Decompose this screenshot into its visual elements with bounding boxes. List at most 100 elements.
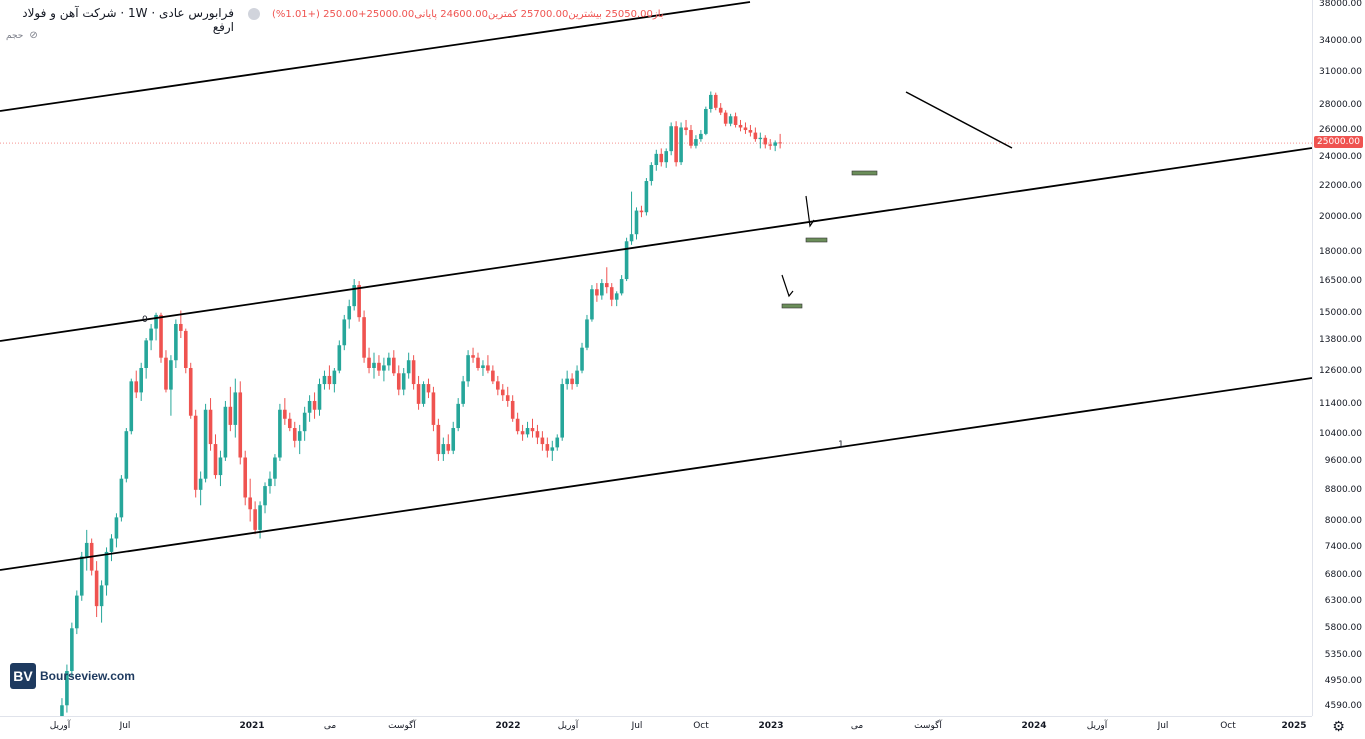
candle-body [114, 517, 119, 539]
price-tick: 34000.00 [1319, 35, 1362, 46]
price-tick: 12600.00 [1319, 365, 1362, 376]
candle-body [426, 384, 431, 393]
candle-body [218, 457, 223, 476]
candle-body [367, 357, 371, 368]
bv-logo-icon: BV [10, 663, 36, 689]
candle-body [778, 142, 782, 144]
price-tick: 7400.00 [1324, 542, 1362, 553]
candle-body [159, 314, 163, 358]
candle-body [213, 444, 218, 476]
candle-body [94, 570, 99, 607]
time-tick: 2024 [1021, 721, 1047, 731]
candle-body [629, 234, 634, 242]
candle-body [649, 165, 654, 182]
candle-body [743, 127, 748, 131]
candle-body [664, 151, 669, 163]
settings-gear-icon[interactable]: ⚙ [1332, 719, 1345, 735]
price-tick: 10400.00 [1319, 429, 1362, 440]
price-tick: 16500.00 [1319, 276, 1362, 287]
candle-body [505, 395, 510, 401]
price-tick: 24000.00 [1319, 151, 1362, 162]
candle-body [154, 314, 158, 329]
candlestick-chart[interactable]: 01 [0, 0, 1312, 716]
time-tick: 2021 [239, 721, 265, 731]
candle-body [174, 323, 178, 361]
price-tick: 38000.00 [1319, 0, 1362, 9]
candle-body [208, 409, 213, 445]
trend-channel-line [0, 377, 1312, 571]
candle-body [287, 418, 292, 429]
candle-body [451, 428, 456, 451]
candle-body [411, 360, 416, 385]
circle-minus-icon[interactable] [248, 8, 260, 20]
candle-body [530, 428, 535, 432]
candle-body [104, 551, 109, 586]
price-tick: 26000.00 [1319, 125, 1362, 136]
support-box-marker [851, 170, 878, 176]
candle-body [679, 127, 683, 163]
time-tick: 2022 [495, 721, 521, 731]
candle-body [233, 392, 238, 425]
support-box-marker [781, 303, 803, 309]
time-axis[interactable]: آوریل Jul 2021 می آگوست 2022 آوریل Jul Oct 2023 می… [0, 716, 1312, 739]
time-tick: 2023 [758, 721, 784, 731]
candle-body [674, 126, 678, 163]
candle-body [139, 367, 144, 393]
candle-body [684, 127, 688, 131]
candle-body [164, 357, 168, 390]
candle-body [292, 428, 297, 441]
candle-body [149, 328, 153, 341]
price-tick: 31000.00 [1319, 66, 1362, 77]
candle-body [312, 400, 317, 410]
time-tick: Oct [693, 721, 709, 731]
candle-body [441, 444, 446, 455]
candle-body [718, 107, 723, 113]
candle-body [570, 378, 574, 385]
candle-body [481, 365, 485, 368]
price-tick: 15000.00 [1319, 307, 1362, 318]
candle-body [585, 319, 589, 348]
candle-body [362, 317, 366, 358]
candle-body [515, 418, 520, 432]
candle-body [79, 556, 84, 596]
volume-label: حجم [6, 30, 24, 41]
candle-body [431, 392, 436, 425]
candle-body [179, 323, 183, 331]
candle-body [619, 279, 624, 294]
price-tick: 9600.00 [1324, 455, 1362, 466]
volume-legend[interactable]: حجم ⊘ [6, 30, 38, 41]
candle-body [347, 306, 352, 320]
candle-body [322, 375, 327, 385]
candle-body [525, 428, 530, 435]
time-tick: آوریل [557, 721, 579, 731]
candle-body [129, 381, 134, 432]
candle-body [446, 444, 451, 451]
candle-body [614, 293, 619, 300]
candle-body [302, 412, 307, 432]
support-box-marker [805, 237, 828, 243]
candle-body [70, 628, 74, 672]
candle-body [545, 444, 550, 451]
price-axis[interactable]: 38000.00 34000.00 31000.00 28000.00 26000.00… [1312, 0, 1365, 716]
eye-crossed-icon[interactable]: ⊘ [29, 30, 38, 41]
candle-body [183, 330, 188, 368]
candle-body [595, 289, 599, 296]
candle-body [75, 595, 79, 629]
candle-body [738, 124, 743, 128]
candle-body [382, 365, 386, 371]
price-tick: 28000.00 [1319, 100, 1362, 111]
symbol-legend[interactable]: فرابورس عادی · 1W · شرکت آهن و فولاد ارف… [22, 6, 234, 34]
candle-body [694, 139, 698, 146]
candle-body [699, 133, 703, 140]
candle-body [708, 94, 713, 110]
trend-channel-line [0, 1, 751, 112]
candle-body [669, 126, 673, 152]
candle-body [461, 381, 465, 404]
price-tick: 4590.00 [1324, 701, 1362, 711]
candle-body [169, 360, 173, 390]
candle-body [723, 112, 728, 124]
candle-body [253, 509, 257, 530]
candle-body [728, 116, 733, 124]
channel-label-0: 0 [142, 315, 148, 325]
